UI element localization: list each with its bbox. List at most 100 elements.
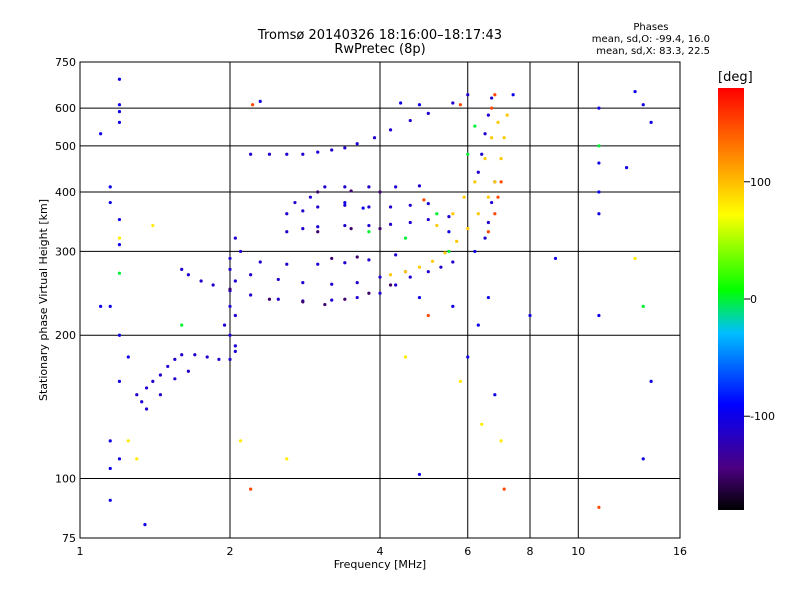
data-point [473,249,477,254]
data-point [480,422,484,426]
data-point [343,185,347,189]
colorbar-tick-label: 0 [750,293,757,306]
data-point [417,265,422,269]
data-point [316,205,320,209]
x-tick-label: 1 [77,545,84,558]
data-point [528,313,532,318]
data-point [505,113,509,117]
data-point [249,487,253,491]
data-point [476,323,480,327]
data-point [499,180,503,184]
data-point [108,439,112,443]
data-point [249,273,253,277]
data-point [408,118,412,123]
data-point [367,223,371,228]
data-point [301,209,305,213]
data-point [301,300,305,304]
data-point [476,212,480,216]
data-point [301,227,305,231]
data-point [367,258,371,262]
data-point [301,280,305,285]
data-point [435,223,439,228]
data-point [228,333,232,337]
y-tick-label: 200 [55,329,76,342]
data-point [486,230,490,234]
data-point [439,265,443,269]
data-point [633,256,637,261]
data-point [276,277,280,282]
data-point [285,152,289,156]
data-point [641,103,645,107]
data-point [466,355,470,359]
colorbar-tick-label: -100 [750,410,775,423]
data-point [238,249,243,254]
data-point [249,293,253,297]
data-point [233,349,237,353]
data-point [451,260,455,264]
data-point [394,253,398,257]
data-point [466,93,470,97]
data-point [343,223,347,228]
data-point [117,236,122,240]
data-point [199,279,203,283]
data-point [267,152,272,156]
data-point [483,157,487,161]
data-point [451,212,455,216]
data-point [180,267,184,272]
data-point [117,457,122,461]
data-point [490,136,494,140]
data-point [349,189,353,193]
y-tick-label: 750 [55,56,76,69]
data-point [408,220,412,225]
y-tick-label: 100 [55,473,76,486]
data-point [180,353,184,357]
data-point [228,267,232,272]
data-point [222,323,227,327]
data-point [597,505,601,509]
data-point [493,393,497,397]
data-point [108,466,112,471]
data-point [276,297,280,301]
data-point [417,295,422,300]
phase-stats-x: mean, sd,X: 83.3, 22.5 [596,46,710,57]
data-point [435,212,439,216]
colorbar-tick-label: 100 [750,176,771,189]
data-point [330,282,334,286]
data-point [403,355,408,359]
data-point [490,200,494,205]
data-point [553,256,558,261]
y-tick-label: 500 [55,140,76,153]
data-point [267,297,272,301]
data-point [486,113,490,117]
data-point [285,230,289,234]
data-point [316,150,320,154]
data-point [343,146,347,150]
data-point [388,128,393,132]
data-point [355,255,359,259]
data-point [173,357,177,361]
data-point [117,110,122,114]
data-point [135,457,139,461]
data-point [316,230,320,234]
data-point [388,283,393,287]
data-point [502,487,506,491]
data-point [476,170,480,174]
data-point [117,217,122,222]
data-point [403,270,408,274]
data-point [228,304,232,308]
data-point [417,103,422,107]
data-point [108,185,112,189]
data-point [285,262,289,266]
data-point [367,291,371,295]
data-point [624,166,629,170]
data-point [211,283,215,287]
data-point [490,96,494,100]
data-point [173,377,177,381]
data-point [135,393,139,397]
data-point [394,185,398,189]
data-point [117,271,122,275]
data-point [447,249,451,254]
data-point [151,223,155,228]
chart-title: Tromsø 20140326 18:16:00–18:17:43 [257,28,503,43]
